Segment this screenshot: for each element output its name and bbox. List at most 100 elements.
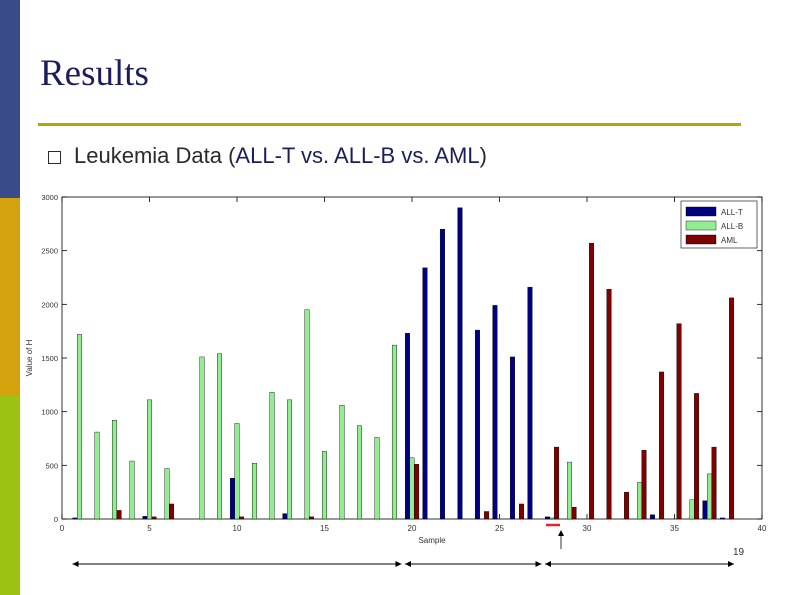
bar-all-t-38 xyxy=(719,517,725,520)
legend-swatch-aml xyxy=(685,234,717,245)
bullet-prefix: Leukemia Data ( xyxy=(74,143,236,168)
bar-all-t-10 xyxy=(229,478,235,520)
side-band-middle xyxy=(0,198,20,396)
bar-all-t-25 xyxy=(492,305,498,520)
bar-all-t-26 xyxy=(509,356,515,520)
bar-all-b-11 xyxy=(252,462,257,520)
bar-aml-26 xyxy=(519,503,525,520)
bar-all-b-12 xyxy=(269,392,275,520)
bar-all-t-5 xyxy=(142,516,148,520)
title-rule xyxy=(38,123,741,126)
y-tick-label: 1500 xyxy=(41,354,58,363)
bar-all-b-5 xyxy=(147,399,152,520)
bar-all-t-34 xyxy=(649,514,655,520)
group-arrow-2-right-head xyxy=(535,561,542,567)
x-tick-label: 20 xyxy=(408,524,417,533)
y-tick-label: 2500 xyxy=(41,247,58,256)
bullet-text: Leukemia Data (ALL-T vs. ALL-B vs. AML) xyxy=(74,143,487,169)
bar-all-b-29 xyxy=(567,461,572,520)
bullet-highlight: ALL-T vs. ALL-B vs. AML xyxy=(235,143,480,168)
bar-all-b-2 xyxy=(94,431,100,520)
bar-all-t-27 xyxy=(527,286,533,520)
bar-aml-5 xyxy=(151,516,157,520)
bar-all-b-28 xyxy=(549,517,555,520)
bar-all-t-20 xyxy=(404,333,410,520)
bar-all-b-6 xyxy=(164,468,170,520)
bar-aml-37 xyxy=(711,446,717,520)
bar-all-b-4 xyxy=(129,460,135,520)
group-arrow-1-right-head xyxy=(395,561,402,567)
x-tick-label: 30 xyxy=(583,524,592,533)
bullet-square-icon xyxy=(48,151,61,164)
bar-all-b-19 xyxy=(392,344,397,520)
legend-swatch-all-t xyxy=(685,206,717,217)
x-tick-label: 40 xyxy=(758,524,767,533)
bar-all-t-24 xyxy=(474,329,480,520)
legend-label-all-b: ALL-B xyxy=(721,222,743,231)
bar-all-t-22 xyxy=(439,228,445,520)
x-axis-label: Sample xyxy=(418,536,446,545)
bar-all-t-23 xyxy=(457,207,463,520)
x-tick-label: 25 xyxy=(495,524,504,533)
bar-all-b-33 xyxy=(637,482,642,520)
bar-aml-3 xyxy=(116,510,122,520)
bar-aml-36 xyxy=(694,393,700,520)
side-band-top xyxy=(0,0,20,198)
bar-aml-34 xyxy=(659,371,665,520)
bar-aml-29 xyxy=(571,506,577,520)
y-tick-label: 1000 xyxy=(41,408,58,417)
bar-all-t-13 xyxy=(282,513,288,520)
bar-all-t-37 xyxy=(702,500,708,520)
y-tick-label: 2000 xyxy=(41,300,58,309)
group-arrow-3-left-head xyxy=(545,561,551,567)
y-axis-label: Value of H xyxy=(25,339,34,376)
x-tick-label: 15 xyxy=(320,524,329,533)
legend-label-aml: AML xyxy=(721,236,738,245)
bar-all-b-17 xyxy=(357,425,362,520)
bullet-suffix: ) xyxy=(479,143,487,168)
bar-aml-31 xyxy=(606,289,612,520)
bar-all-b-8 xyxy=(199,356,205,520)
marked-sample-arrow-head xyxy=(558,530,564,536)
page-number: 19 xyxy=(733,547,745,558)
bar-all-b-1 xyxy=(77,334,82,520)
bar-all-b-36 xyxy=(689,499,695,520)
bar-aml-20 xyxy=(414,464,420,520)
bar-aml-30 xyxy=(589,242,595,520)
bar-aml-32 xyxy=(624,491,630,520)
bar-aml-38 xyxy=(729,297,735,520)
bar-all-t-28 xyxy=(544,516,550,520)
y-tick-label: 0 xyxy=(54,515,58,524)
bar-all-t-1 xyxy=(72,517,78,520)
bar-aml-24 xyxy=(484,511,490,520)
y-tick-label: 500 xyxy=(45,461,58,470)
bar-aml-28 xyxy=(554,446,560,520)
bar-all-b-15 xyxy=(322,451,327,520)
legend-label-all-t: ALL-T xyxy=(721,208,743,217)
bar-all-b-20 xyxy=(409,457,415,520)
group-arrow-3-right-head xyxy=(728,561,734,567)
group-arrow-2-left-head xyxy=(405,561,411,567)
bar-all-b-16 xyxy=(339,405,345,520)
bar-all-b-10 xyxy=(234,423,240,520)
bar-all-b-14 xyxy=(304,309,310,520)
bar-all-b-3 xyxy=(112,420,117,520)
bar-all-t-21 xyxy=(422,267,428,520)
x-tick-label: 10 xyxy=(233,524,242,533)
x-tick-label: 0 xyxy=(60,524,65,533)
bar-all-b-9 xyxy=(217,353,222,520)
bar-aml-14 xyxy=(309,516,315,520)
slide-title: Results xyxy=(40,53,149,94)
bar-aml-33 xyxy=(641,450,647,520)
side-band-bottom xyxy=(0,396,20,595)
bar-all-b-13 xyxy=(287,399,292,520)
x-tick-label: 35 xyxy=(670,524,679,533)
legend-swatch-all-b xyxy=(685,220,717,231)
bar-all-b-37 xyxy=(707,473,712,520)
group-arrow-1-left-head xyxy=(72,561,79,567)
bar-aml-35 xyxy=(676,323,682,520)
bar-aml-6 xyxy=(169,503,175,520)
x-tick-label: 5 xyxy=(147,524,152,533)
bar-all-b-18 xyxy=(374,437,380,520)
